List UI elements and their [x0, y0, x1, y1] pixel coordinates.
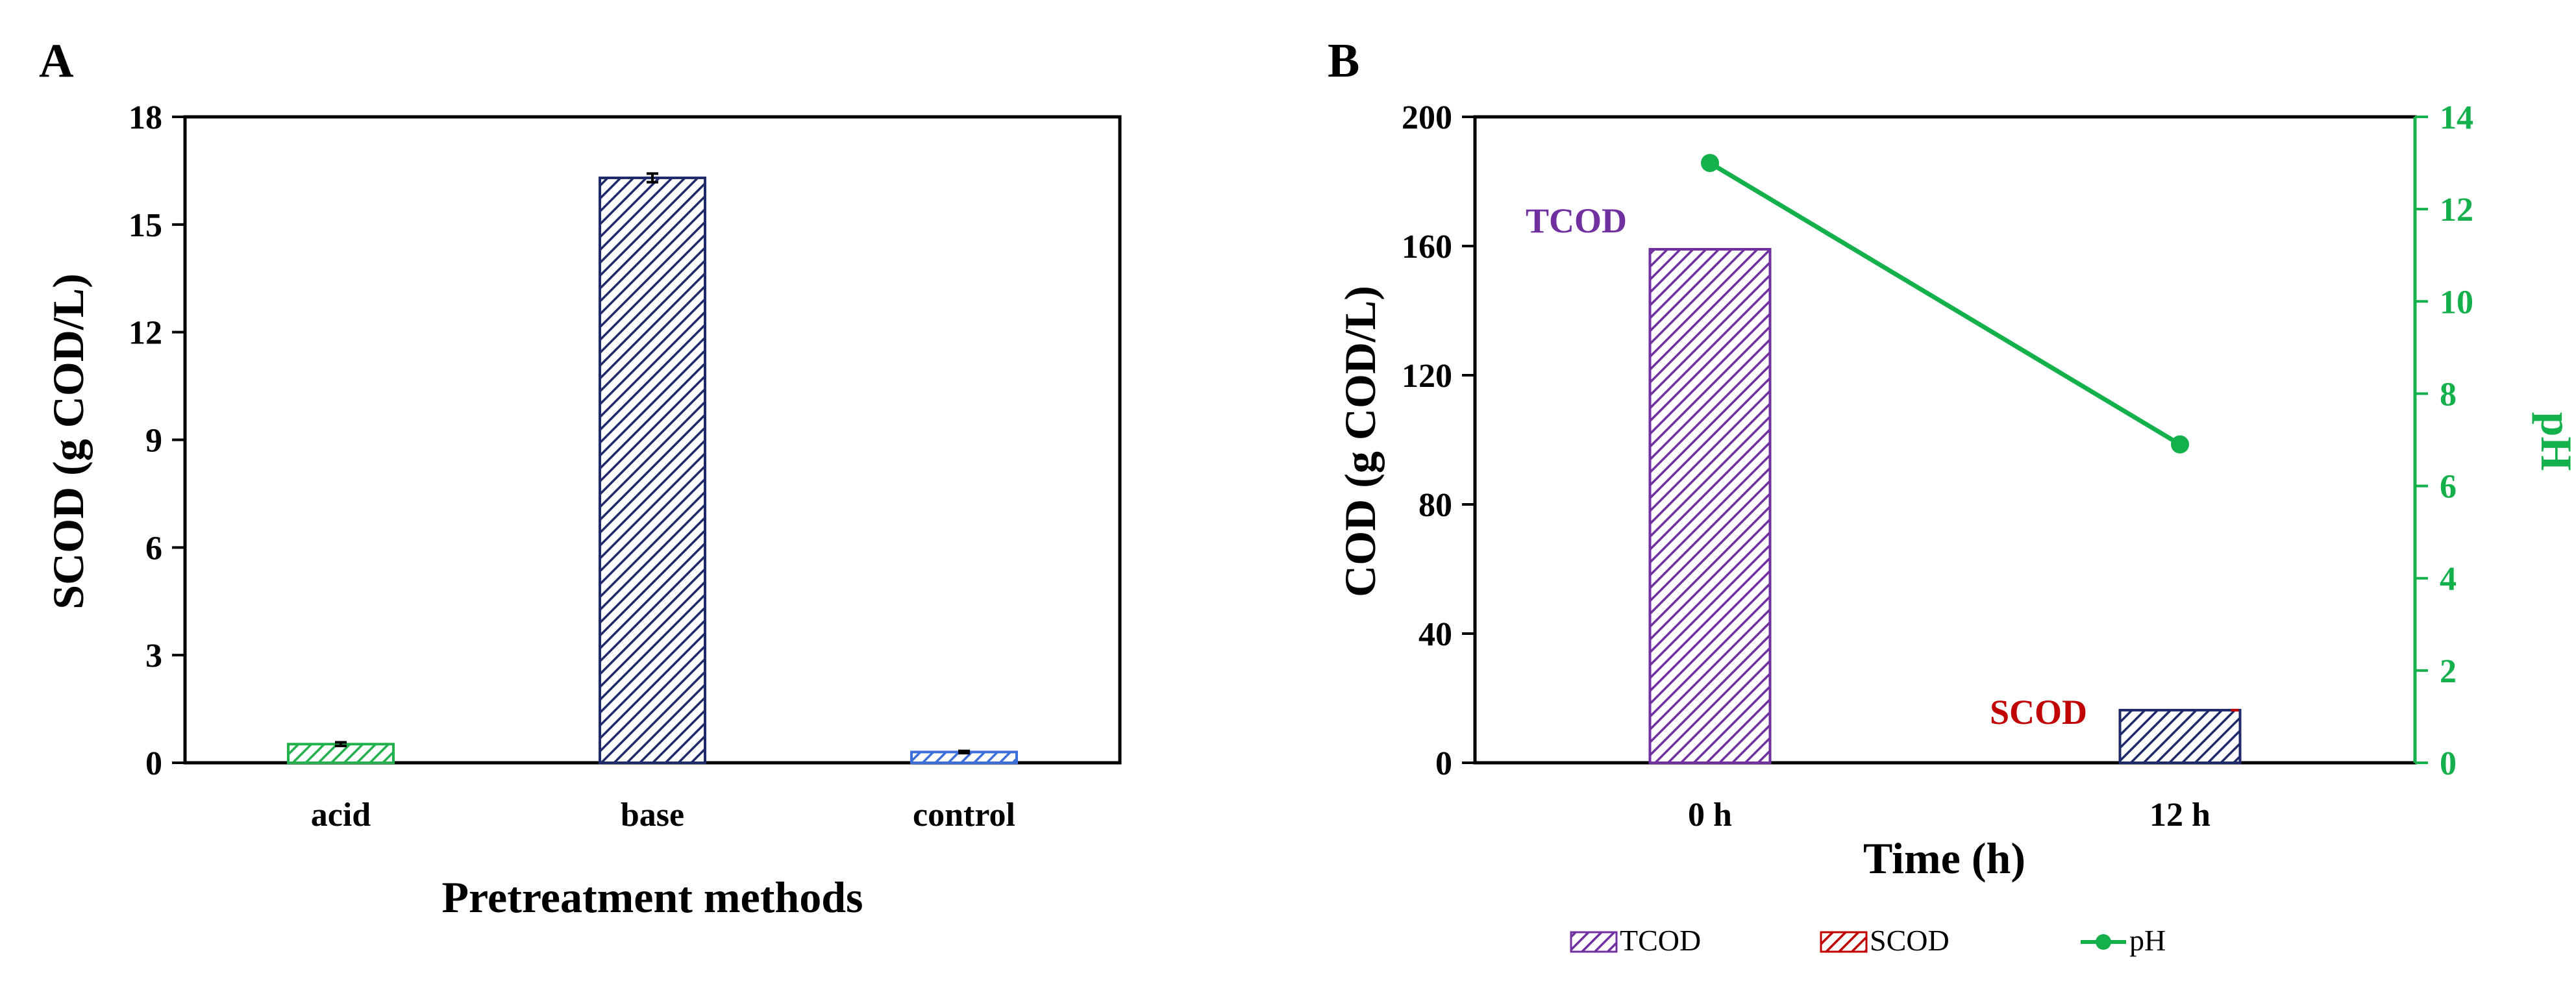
annotation-scod: SCOD: [1990, 693, 2087, 732]
a-bar-acid: [287, 743, 395, 765]
a-bar-base: [599, 176, 706, 764]
b-y2tick-label: 0: [2440, 745, 2457, 782]
b-bar-scod-12h: [2118, 708, 2242, 764]
panel-b-right-axis-title: pH: [2532, 412, 2576, 471]
a-xtick-label-acid: acid: [311, 797, 371, 834]
a-ytick-label: 0: [145, 745, 162, 782]
panel-a-bars: [287, 172, 1018, 765]
b-ytick-label: 200: [1402, 99, 1452, 136]
a-xtick-label-control: control: [913, 797, 1015, 834]
b-bar-tcod-0h: [1648, 247, 1772, 765]
a-ytick-label: 6: [145, 530, 162, 567]
legend-swatch-scod: [1820, 931, 1868, 953]
b-ytick-label: 120: [1402, 358, 1452, 395]
b-xtick-label: 0 h: [1688, 797, 1732, 834]
panel-b-x-axis: 0 h 12 h: [1688, 797, 2211, 834]
legend-label-ph: pH: [2129, 924, 2166, 957]
legend-label-tcod: TCOD: [1620, 924, 1701, 957]
panel-b-bars: [1648, 247, 2242, 765]
a-xtick-label-base: base: [621, 797, 684, 834]
panel-b-left-axis: 0 40 80 120 160 200: [1402, 99, 1475, 782]
panel-b: B 0 40 80 120 160 200 0 2 4 6 8 10 12 14 0 h 12 h TCO…: [1328, 34, 2576, 957]
b-y2tick-label: 6: [2440, 469, 2457, 506]
b-y2tick-label: 14: [2440, 99, 2473, 136]
a-ytick-label: 12: [129, 315, 162, 352]
b-y2tick-label: 4: [2440, 561, 2457, 598]
a-ytick-label: 3: [145, 637, 162, 674]
legend-item-tcod: TCOD: [1570, 924, 1701, 957]
panel-b-x-axis-title: Time (h): [1863, 834, 2025, 883]
panel-a-y-axis-title: SCOD (g COD/L): [43, 273, 93, 610]
a-ytick-label: 9: [145, 423, 162, 460]
panel-b-right-axis: 0 2 4 6 8 10 12 14: [2415, 99, 2473, 782]
b-ytick-label: 80: [1418, 487, 1452, 524]
legend-swatch-tcod: [1570, 931, 1618, 953]
b-ytick-label: 160: [1402, 229, 1452, 266]
panel-b-y-axis-title: COD (g COD/L): [1335, 286, 1385, 597]
a-ytick-label: 18: [129, 99, 162, 136]
panel-a-y-axis: 0 3 6 9 12 15 18: [129, 99, 185, 782]
legend-marker-ph: [2096, 934, 2111, 950]
b-xtick-label: 12 h: [2149, 797, 2211, 834]
a-ytick-label: 15: [129, 207, 162, 244]
b-ph-point-0: [1701, 154, 1719, 173]
panel-a-letter: A: [39, 34, 73, 88]
panel-b-letter: B: [1328, 34, 1359, 88]
panel-a-x-axis: acid base control: [311, 797, 1015, 834]
panel-a: A 0 3 6 9 12 15 18 acid base control Pretreatmen…: [39, 34, 1122, 922]
legend-label-scod: SCOD: [1870, 924, 1950, 957]
panel-a-x-axis-title: Pretreatment methods: [442, 872, 863, 922]
b-y2tick-label: 8: [2440, 376, 2457, 413]
legend: TCOD SCOD pH: [1570, 924, 2166, 957]
b-y2tick-label: 12: [2440, 192, 2473, 229]
b-ytick-label: 0: [1435, 745, 1452, 782]
b-ph-point-1: [2171, 435, 2189, 454]
legend-item-scod: SCOD: [1820, 924, 1950, 957]
b-ph-polyline: [1709, 161, 2181, 447]
b-ytick-label: 40: [1418, 616, 1452, 653]
b-y2tick-label: 2: [2440, 653, 2457, 690]
legend-item-ph: pH: [2081, 924, 2166, 957]
panel-b-ph-line: [1701, 154, 2189, 454]
annotation-tcod: TCOD: [1526, 201, 1627, 240]
b-y2tick-label: 10: [2440, 284, 2473, 321]
